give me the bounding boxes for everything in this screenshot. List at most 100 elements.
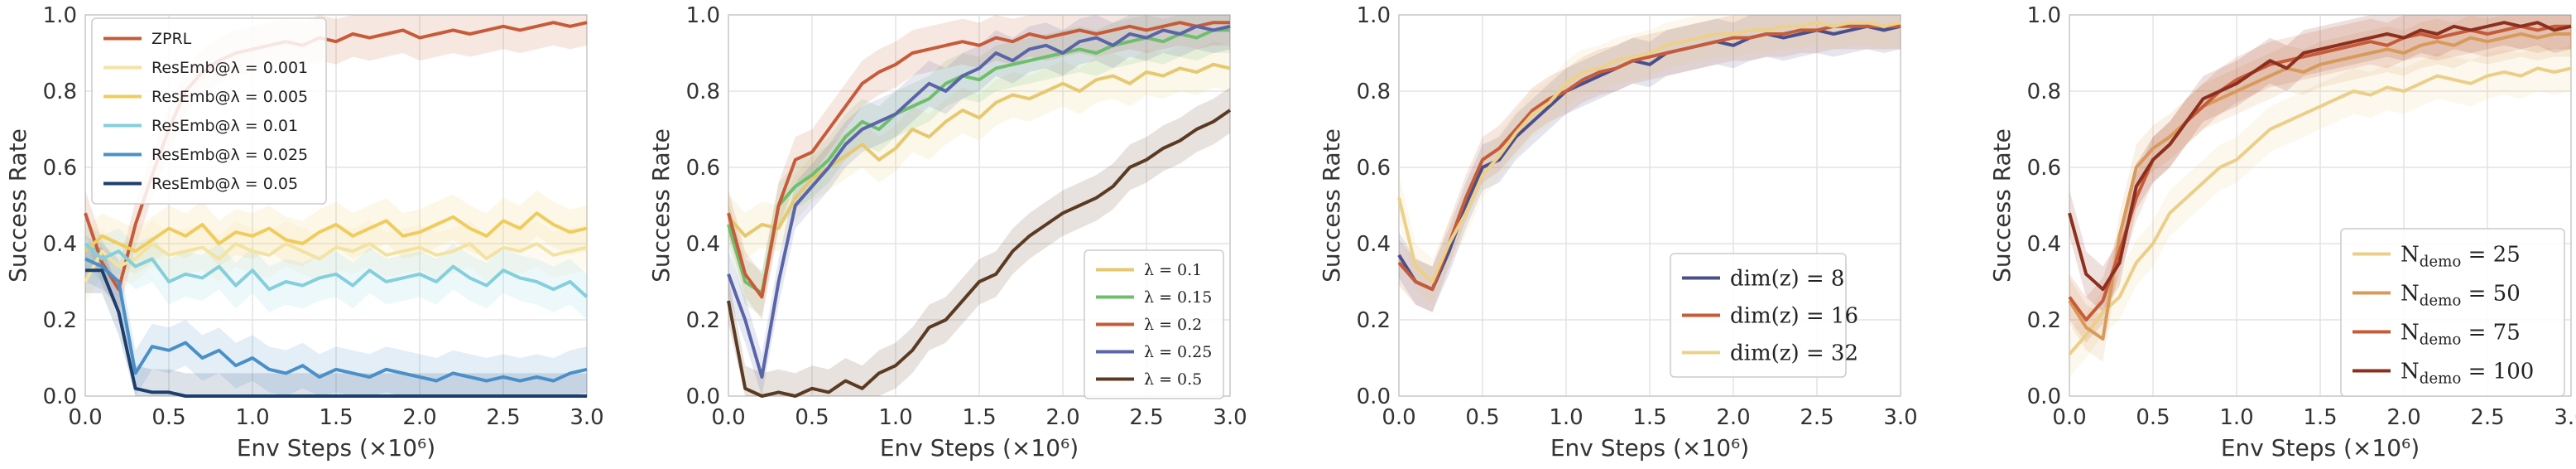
x-tick-label: 0.0 [2052, 405, 2086, 430]
x-tick-label: 0.5 [795, 405, 829, 430]
legend: λ = 0.1 λ = 0.15 λ = 0.2 λ = 0.25 λ = 0.5 [1084, 249, 1224, 399]
x-tick-label: 1.5 [1632, 405, 1666, 430]
series-band-4 [728, 15, 1230, 396]
y-tick-label: 0.6 [1357, 156, 1391, 181]
x-axis-label: Env Steps (×10⁶) [237, 434, 435, 462]
legend-label: Ndemo = 25 [2401, 243, 2521, 271]
chart-panel-4: 0.0 0.2 0.4 0.6 0.8 1.0 0.0 0.5 1.0 1.5 2.0 2.5 3.0 E… [1988, 3, 2576, 462]
x-tick-label: 3.0 [570, 405, 603, 430]
series-line-2 [2068, 32, 2571, 341]
legend-label: λ = 0.15 [1144, 288, 1212, 307]
y-tick-label: 0.0 [43, 384, 77, 409]
series-line-5 [84, 257, 588, 383]
x-tick-label: 1.0 [1549, 405, 1583, 430]
x-tick-label: 0.0 [68, 405, 102, 430]
x-tick-label: 3.0 [1883, 405, 1917, 430]
y-tick-label: 1.0 [2027, 3, 2061, 28]
y-tick-label: 0.8 [2027, 80, 2061, 104]
x-tick-label: 0.5 [1465, 405, 1499, 430]
series-band-5 [85, 235, 587, 396]
series-band-2 [1399, 15, 1901, 312]
legend-label: ResEmb@λ = 0.001 [151, 59, 308, 77]
x-tick-label: 0.5 [151, 405, 185, 430]
series-line-1 [2068, 66, 2572, 355]
series-band-3 [2069, 15, 2571, 343]
legend-label: ZPRL [151, 30, 192, 48]
y-tick-label: 0.8 [686, 80, 720, 104]
x-tick-label: 3.0 [2554, 405, 2576, 430]
x-tick-label: 2.0 [2386, 405, 2420, 430]
x-tick-label: 0.5 [2136, 405, 2170, 430]
x-tick-label: 0.0 [711, 405, 745, 430]
y-axis-label: Success Rate [1988, 128, 2016, 283]
y-tick-label: 0.6 [2027, 156, 2061, 181]
x-tick-label: 2.0 [1045, 405, 1079, 430]
series-line-4 [727, 24, 1231, 379]
y-tick-label: 0.8 [1357, 80, 1391, 104]
x-tick-label: 2.5 [2470, 405, 2504, 430]
x-axis-label: Env Steps (×10⁶) [880, 434, 1079, 462]
x-axis-label: Env Steps (×10⁶) [1550, 434, 1749, 462]
y-tick-label: 0.2 [43, 308, 77, 333]
series-band-2 [2069, 15, 2571, 362]
legend-label: λ = 0.25 [1144, 343, 1212, 361]
y-axis-label: Success Rate [4, 128, 31, 283]
legend-box [2340, 228, 2565, 397]
series-line-2 [84, 242, 588, 283]
legend-label: Ndemo = 75 [2401, 321, 2521, 349]
y-tick-label: 1.0 [43, 3, 77, 28]
x-tick-label: 1.0 [235, 405, 269, 430]
x-tick-label: 1.0 [878, 405, 912, 430]
chart-panel-3: 0.0 0.2 0.4 0.6 0.8 1.0 0.0 0.5 1.0 1.5 2.0 2.5 3.0 E… [1318, 3, 1918, 462]
x-tick-label: 2.0 [402, 405, 436, 430]
legend-label: λ = 0.5 [1144, 370, 1202, 389]
legend-label: dim(z) = 16 [1730, 304, 1858, 329]
x-tick-label: 2.5 [1800, 405, 1833, 430]
series-band-4 [85, 220, 587, 320]
x-axis-label: Env Steps (×10⁶) [2221, 434, 2420, 462]
y-tick-label: 0.0 [1357, 384, 1391, 409]
series-line-5 [727, 109, 1232, 398]
legend-box [91, 17, 327, 205]
series-line-3 [1397, 21, 1901, 283]
legend-label: λ = 0.2 [1144, 316, 1202, 334]
legend: ZPRL ResEmb@λ = 0.001 ResEmb@λ = 0.005 ResE… [91, 17, 327, 205]
x-tick-label: 0.0 [1382, 405, 1415, 430]
series-line-4 [2068, 21, 2572, 292]
y-tick-label: 0.4 [2027, 232, 2061, 257]
legend: dim(z) = 8 dim(z) = 16 dim(z) = 32 [1670, 253, 1858, 378]
y-tick-label: 0.6 [43, 156, 77, 181]
y-axis-label: Success Rate [647, 128, 675, 283]
series-line-6 [85, 268, 587, 398]
y-tick-label: 0.0 [686, 384, 720, 409]
y-tick-label: 0.6 [686, 156, 720, 181]
series-line-2 [1397, 24, 1901, 292]
x-tick-label: 2.5 [1129, 405, 1163, 430]
series-line-4 [84, 242, 589, 298]
chart-panel-1: 0.0 0.2 0.4 0.6 0.8 1.0 0.0 0.5 1.0 1.5 2.0 2.5 3.0 E… [4, 3, 604, 462]
y-tick-label: 1.0 [686, 3, 720, 28]
legend-box [1670, 253, 1847, 378]
series-band-1 [1399, 15, 1901, 312]
y-tick-label: 0.8 [43, 80, 77, 104]
x-tick-label: 1.5 [962, 405, 996, 430]
series-band-1 [728, 41, 1230, 259]
y-tick-label: 0.2 [1357, 308, 1391, 333]
series-band-4 [2069, 15, 2571, 312]
x-tick-label: 2.0 [1716, 405, 1750, 430]
legend-label: ResEmb@λ = 0.05 [151, 175, 298, 193]
series-line-1 [727, 62, 1231, 238]
legend-box [1084, 249, 1224, 399]
legend-label: Ndemo = 50 [2401, 282, 2521, 310]
series-line-3 [727, 21, 1230, 299]
legend: Ndemo = 25 Ndemo = 50 Ndemo = 75 Ndemo = 10… [2340, 228, 2565, 397]
x-tick-label: 1.5 [2303, 405, 2337, 430]
plot-frame [1398, 14, 1901, 397]
y-tick-label: 0.4 [1357, 232, 1391, 257]
plot-frame [728, 14, 1231, 397]
legend-label: dim(z) = 32 [1730, 341, 1858, 366]
x-tick-label: 1.0 [2219, 405, 2253, 430]
legend-label: ResEmb@λ = 0.005 [151, 88, 308, 106]
